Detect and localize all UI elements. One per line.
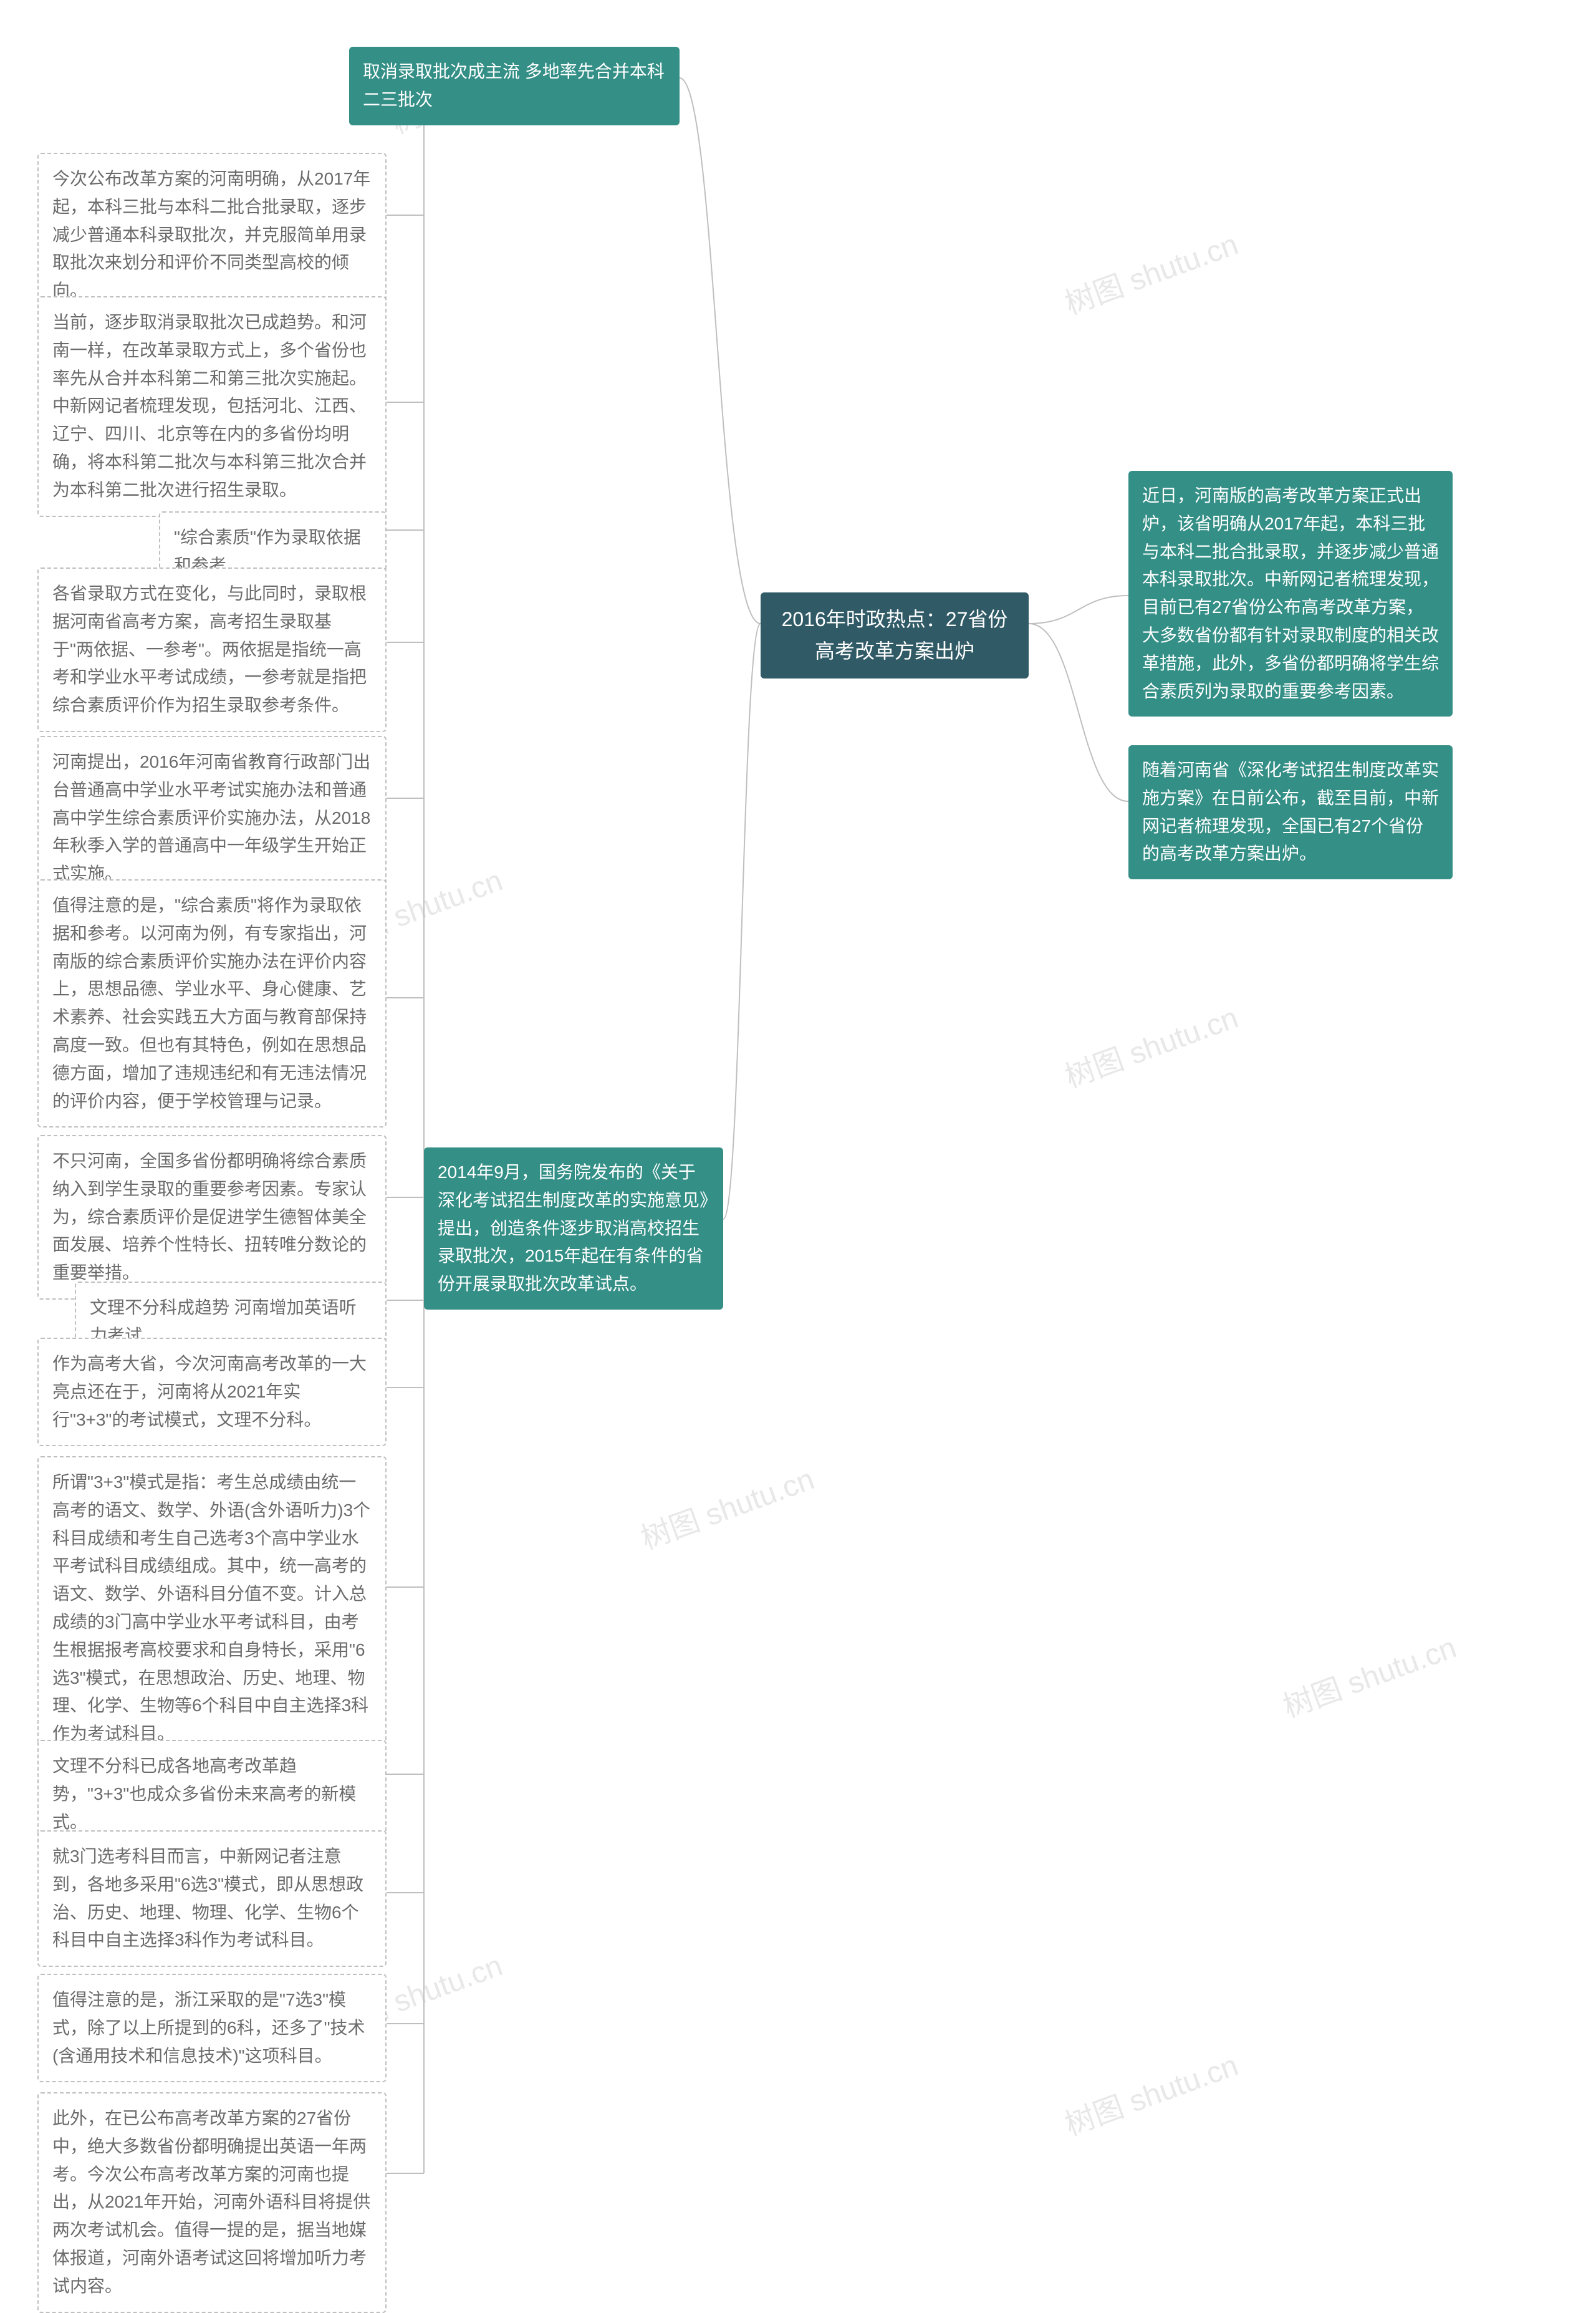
left-branch-header[interactable]: 取消录取批次成主流 多地率先合并本科二三批次 (349, 47, 680, 125)
detail-node[interactable]: 就3门选考科目而言，中新网记者注意到，各地多采用"6选3"模式，即从思想政治、历… (37, 1830, 387, 1967)
detail-node[interactable]: 今次公布改革方案的河南明确，从2017年起，本科三批与本科二批合批录取，逐步减少… (37, 153, 387, 317)
right-child-node[interactable]: 近日，河南版的高考改革方案正式出炉，该省明确从2017年起，本科三批与本科二批合… (1128, 471, 1453, 717)
watermark: 树图 shutu.cn (1058, 220, 1243, 322)
watermark: 树图 shutu.cn (1276, 1623, 1461, 1726)
left-branch-bottom[interactable]: 2014年9月，国务院发布的《关于深化考试招生制度改革的实施意见》提出，创造条件… (424, 1147, 723, 1310)
detail-node[interactable]: 当前，逐步取消录取批次已成趋势。和河南一样，在改革录取方式上，多个省份也率先从合… (37, 296, 387, 517)
detail-node[interactable]: 值得注意的是，浙江采取的是"7选3"模式，除了以上所提到的6科，还多了"技术(含… (37, 1974, 387, 2082)
detail-node[interactable]: 所谓"3+3"模式是指：考生总成绩由统一高考的语文、数学、外语(含外语听力)3个… (37, 1456, 387, 1760)
watermark: 树图 shutu.cn (634, 1454, 819, 1557)
detail-node[interactable]: 值得注意的是，"综合素质"将作为录取依据和参考。以河南为例，有专家指出，河南版的… (37, 879, 387, 1128)
detail-node[interactable]: 各省录取方式在变化，与此同时，录取根据河南省高考方案，高考招生录取基于"两依据、… (37, 567, 387, 732)
detail-node[interactable]: 河南提出，2016年河南省教育行政部门出台普通高中学业水平考试实施办法和普通高中… (37, 736, 387, 901)
watermark: 树图 shutu.cn (1058, 993, 1243, 1096)
right-child-node[interactable]: 随着河南省《深化考试招生制度改革实施方案》在日前公布，截至目前，中新网记者梳理发… (1128, 745, 1453, 879)
root-node[interactable]: 2016年时政热点：27省份高考改革方案出炉 (761, 592, 1029, 678)
watermark: 树图 shutu.cn (1058, 2040, 1243, 2143)
detail-node[interactable]: 不只河南，全国多省份都明确将综合素质纳入到学生录取的重要参考因素。专家认为，综合… (37, 1135, 387, 1300)
detail-node[interactable]: 作为高考大省，今次河南高考改革的一大亮点还在于，河南将从2021年实行"3+3"… (37, 1338, 387, 1446)
detail-node[interactable]: 此外，在已公布高考改革方案的27省份中，绝大多数省份都明确提出英语一年两考。今次… (37, 2092, 387, 2313)
